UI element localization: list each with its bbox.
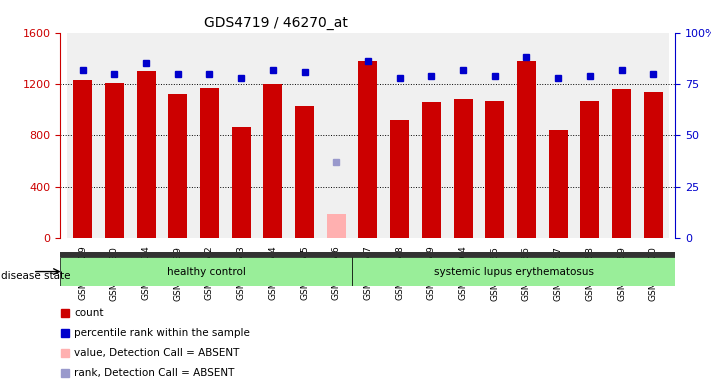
Bar xyxy=(67,33,99,238)
Bar xyxy=(232,127,251,238)
Bar xyxy=(606,33,637,238)
Bar xyxy=(257,33,289,238)
Bar xyxy=(99,33,130,238)
Bar xyxy=(352,33,384,238)
Bar xyxy=(130,33,162,238)
Bar xyxy=(517,61,536,238)
Bar xyxy=(612,89,631,238)
Bar xyxy=(162,33,193,238)
Bar xyxy=(327,214,346,238)
Text: count: count xyxy=(75,308,104,318)
Bar xyxy=(193,33,225,238)
Bar xyxy=(574,33,606,238)
Bar xyxy=(137,71,156,238)
Bar xyxy=(384,33,415,238)
Bar xyxy=(485,101,504,238)
Bar xyxy=(415,33,447,238)
Bar xyxy=(200,88,219,238)
Bar xyxy=(358,61,378,238)
Bar xyxy=(169,94,187,238)
Bar xyxy=(289,33,321,238)
Bar xyxy=(510,33,542,238)
Text: value, Detection Call = ABSENT: value, Detection Call = ABSENT xyxy=(75,348,240,358)
Bar xyxy=(295,106,314,238)
Text: percentile rank within the sample: percentile rank within the sample xyxy=(75,328,250,338)
Bar xyxy=(454,99,473,238)
Text: healthy control: healthy control xyxy=(166,266,245,276)
Bar xyxy=(549,130,567,238)
Bar xyxy=(479,33,510,238)
Bar xyxy=(263,84,282,238)
Bar xyxy=(321,33,352,238)
Text: disease state: disease state xyxy=(1,271,70,281)
Bar xyxy=(580,101,599,238)
Title: GDS4719 / 46270_at: GDS4719 / 46270_at xyxy=(204,16,348,30)
Bar xyxy=(73,80,92,238)
Bar xyxy=(60,252,675,257)
Bar xyxy=(542,33,574,238)
Text: systemic lupus erythematosus: systemic lupus erythematosus xyxy=(434,266,594,276)
Text: rank, Detection Call = ABSENT: rank, Detection Call = ABSENT xyxy=(75,368,235,378)
Bar xyxy=(225,33,257,238)
Bar xyxy=(447,33,479,238)
Bar xyxy=(105,83,124,238)
Bar xyxy=(60,257,352,286)
Bar xyxy=(352,257,675,286)
Bar xyxy=(390,120,409,238)
Bar xyxy=(422,102,441,238)
Bar xyxy=(637,33,669,238)
Bar xyxy=(643,92,663,238)
